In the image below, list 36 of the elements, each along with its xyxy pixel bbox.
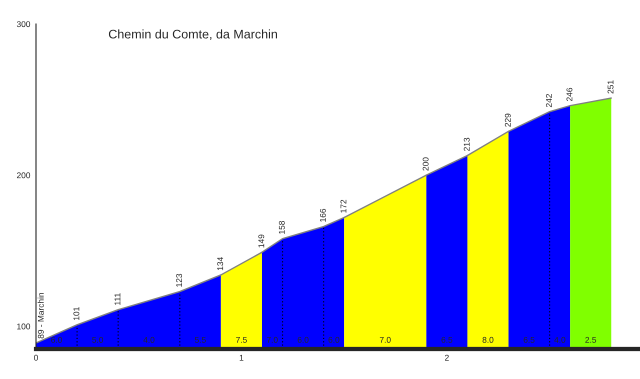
x-tick-label: 2: [444, 354, 449, 361]
chart-title: Chemin du Comte, da Marchin: [108, 29, 277, 40]
y-tick-label: 100: [17, 324, 30, 330]
data-label: 251: [608, 80, 614, 94]
annotation: 4.0: [143, 336, 154, 343]
annotation: 6.0: [328, 336, 340, 343]
annotation: 6.0: [298, 336, 309, 343]
annotation: 6.5: [442, 336, 452, 343]
data-label: 149: [258, 234, 264, 248]
data-label: 213: [464, 138, 470, 151]
data-label: 166: [320, 208, 326, 222]
data-label: 123: [176, 274, 182, 287]
annotation: 5.0: [92, 336, 104, 343]
annotation: 7.5: [236, 337, 247, 343]
data-label: 89 - Marchin: [38, 293, 44, 338]
annotation: 5.5: [194, 337, 206, 343]
data-label: 200: [422, 157, 429, 171]
data-label: 242: [546, 94, 552, 108]
data-label: 246: [566, 88, 572, 102]
annotation: 2.5: [585, 336, 596, 343]
annotation: 8.0: [482, 336, 494, 343]
data-label: 158: [278, 220, 285, 234]
y-tick-label: 300: [16, 21, 30, 28]
data-label: 101: [73, 307, 80, 320]
data-label: 134: [217, 257, 224, 270]
annotation: 6.0: [51, 336, 62, 343]
x-tick-label: 1: [240, 354, 244, 361]
annotation: 6.5: [524, 336, 535, 343]
annotation: 4.0: [554, 336, 566, 343]
data-label: 111: [114, 293, 120, 305]
annotation: 7.0: [380, 336, 391, 343]
data-label: 229: [504, 114, 511, 127]
data-label: 172: [340, 200, 346, 213]
x-tick-label: 0: [34, 354, 38, 361]
y-tick-label: 200: [16, 172, 30, 178]
annotation: 7.0: [266, 336, 278, 343]
